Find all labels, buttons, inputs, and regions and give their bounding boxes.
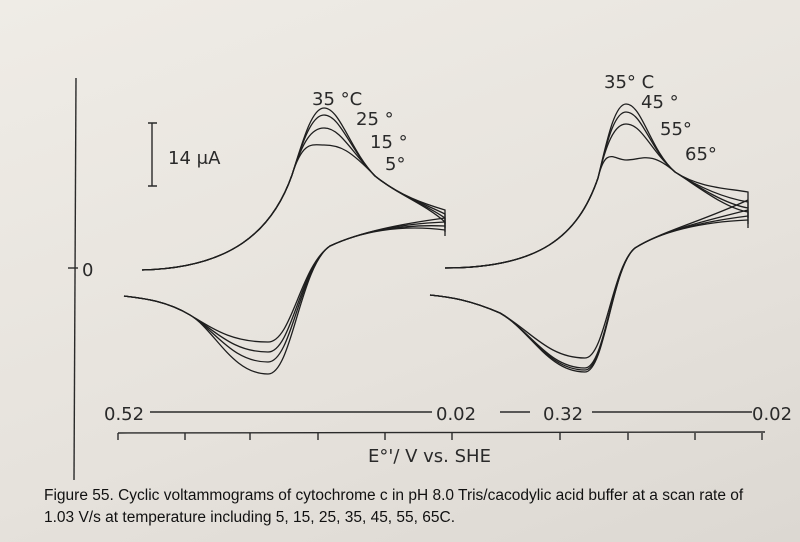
zero-label: 0 bbox=[82, 260, 93, 281]
reduction-curve bbox=[123, 221, 446, 353]
temp-label: 15 ° bbox=[370, 132, 408, 153]
reduction-curve bbox=[429, 219, 749, 373]
scale-label: 14 μA bbox=[168, 148, 221, 169]
x-label: 0.32 bbox=[543, 404, 583, 425]
x-ticks bbox=[117, 433, 763, 440]
oxidation-curve bbox=[141, 144, 446, 271]
temp-label: 5° bbox=[385, 154, 405, 175]
temp-label: 55° bbox=[660, 119, 692, 140]
reduction-curve bbox=[123, 225, 446, 363]
x-label: 0.52 bbox=[104, 404, 144, 425]
temp-label: 35° C bbox=[604, 72, 654, 93]
reduction-curve bbox=[429, 215, 749, 371]
x-axis-title: E°'/ V vs. SHE bbox=[368, 446, 491, 467]
x-label: 0.02 bbox=[752, 404, 792, 425]
caption: Figure 55. Cyclic voltammograms of cytoc… bbox=[44, 487, 744, 526]
temp-label: 65° bbox=[685, 144, 717, 165]
scale-bar bbox=[148, 122, 157, 187]
reduction-curve bbox=[429, 209, 749, 369]
temp-label: 35 °C bbox=[312, 89, 362, 110]
oxidation-curve bbox=[444, 155, 749, 269]
y-axis bbox=[73, 77, 77, 481]
oxidation-curve bbox=[444, 103, 749, 269]
reduction-curve bbox=[123, 227, 446, 375]
reduction-curve bbox=[429, 199, 749, 359]
x-label: 0.02 bbox=[436, 404, 476, 425]
x-axis bbox=[117, 431, 766, 434]
temp-label: 45 ° bbox=[641, 92, 679, 113]
reduction-curve bbox=[123, 217, 446, 343]
voltammograms bbox=[123, 103, 749, 375]
temp-label: 25 ° bbox=[356, 109, 394, 130]
